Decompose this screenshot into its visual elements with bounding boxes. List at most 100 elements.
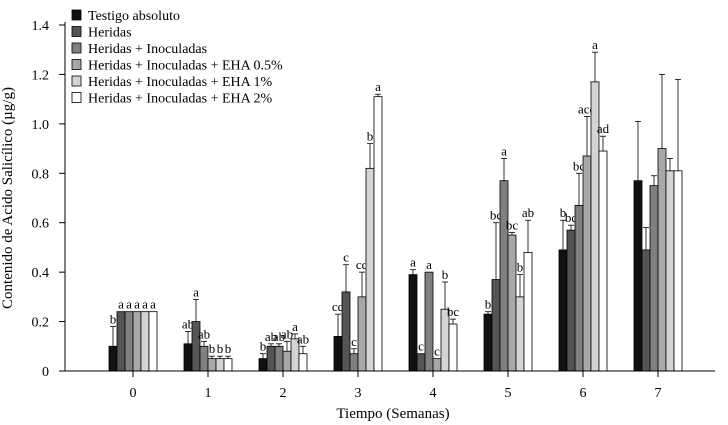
significance-letter: a xyxy=(118,297,124,312)
bar xyxy=(349,353,359,372)
significance-letter: c xyxy=(343,250,349,265)
bar xyxy=(215,358,225,372)
x-tick-label: 4 xyxy=(430,386,437,401)
legend-swatch xyxy=(71,42,82,54)
legend-swatch xyxy=(71,59,82,70)
significance-letter: ab xyxy=(522,205,534,220)
bar xyxy=(416,353,426,372)
bar xyxy=(282,350,292,372)
bar xyxy=(649,185,659,372)
significance-letter: a xyxy=(193,284,199,299)
significance-letter: a xyxy=(592,37,598,52)
y-tick-label: 0.4 xyxy=(32,266,50,281)
bar xyxy=(657,148,667,372)
bar xyxy=(566,229,576,372)
bar xyxy=(373,96,383,372)
bar xyxy=(574,205,584,372)
bar xyxy=(132,311,142,372)
y-tick-label: 0.6 xyxy=(32,217,50,232)
significance-letter: ad xyxy=(597,121,610,136)
significance-letter: a xyxy=(410,255,416,270)
bar xyxy=(207,358,217,372)
bar xyxy=(183,343,193,372)
legend-swatch xyxy=(71,26,82,37)
y-ticks: 0 0.2 0.4 0.6 0.8 1.0 1.2 1.4 xyxy=(32,19,65,380)
legend-label: Testigo absoluto xyxy=(88,9,180,24)
bar xyxy=(633,180,643,372)
significance-letter: a xyxy=(292,319,298,334)
legend-label: Heridas + Inoculadas + EHA 1% xyxy=(88,75,272,90)
bar xyxy=(598,150,608,372)
significance-letter: bc xyxy=(565,210,578,225)
bar xyxy=(258,358,268,372)
bar xyxy=(448,323,458,372)
bar xyxy=(274,345,284,372)
significance-letter: cd xyxy=(332,299,345,314)
significance-letter: b xyxy=(110,312,117,327)
significance-letter: bc xyxy=(573,158,586,173)
significance-letter: b xyxy=(517,260,524,275)
bar xyxy=(641,249,651,372)
significance-letter: cd xyxy=(356,257,369,272)
significance-letter: a xyxy=(426,257,432,272)
significance-letter: ab xyxy=(297,331,309,346)
x-tick-label: 3 xyxy=(355,386,362,401)
bar xyxy=(665,170,675,372)
bar-group-week-0: ba a a a a xyxy=(108,297,158,372)
x-tick-label: 7 xyxy=(655,386,662,401)
significance-letter: bc xyxy=(447,304,460,319)
legend-label: Heridas xyxy=(88,26,132,41)
legend-swatch xyxy=(71,9,82,21)
significance-letter: b xyxy=(217,341,224,356)
bar xyxy=(199,345,209,372)
bar xyxy=(108,345,118,372)
y-tick-label: 0.8 xyxy=(32,167,50,182)
bar xyxy=(507,234,517,372)
bar xyxy=(333,335,343,372)
x-axis-title: Tiempo (Semanas) xyxy=(336,406,449,422)
significance-letter: c xyxy=(434,344,440,359)
significance-letter: b xyxy=(367,129,374,144)
bar xyxy=(116,311,126,372)
y-axis-title: Contenido de Acido Salicílico (µg/g) xyxy=(0,87,16,309)
x-tick-label: 0 xyxy=(130,386,137,401)
bar xyxy=(408,274,418,372)
significance-letter: a xyxy=(142,297,148,312)
significance-letter: ab xyxy=(281,326,293,341)
x-tick-label: 6 xyxy=(580,386,587,401)
bar xyxy=(140,311,150,372)
significance-letter: b xyxy=(560,205,567,220)
significance-letter: a xyxy=(150,297,156,312)
legend-swatch xyxy=(71,92,82,103)
bar xyxy=(124,311,134,372)
significance-letter: ab xyxy=(182,316,194,331)
x-tick-label: 5 xyxy=(505,386,512,401)
bar xyxy=(266,345,276,372)
y-tick-label: 0 xyxy=(42,365,49,380)
bar xyxy=(558,249,568,372)
significance-letter: ab xyxy=(198,326,210,341)
significance-letter: b xyxy=(442,267,449,282)
bar xyxy=(483,313,493,372)
bar xyxy=(223,358,233,372)
bar-group-week-4: a c a c b bc xyxy=(408,255,460,372)
y-tick-label: 0.2 xyxy=(32,316,50,331)
legend-label: Heridas + Inoculadas xyxy=(88,42,207,57)
bar xyxy=(432,358,442,372)
significance-letter: b xyxy=(209,341,216,356)
bar xyxy=(523,251,533,372)
x-tick-label: 2 xyxy=(280,386,287,401)
bar xyxy=(357,296,367,372)
significance-letter: b xyxy=(485,297,492,312)
x-tick-label: 1 xyxy=(205,386,212,401)
significance-letter: bc xyxy=(490,208,503,223)
y-tick-label: 1.2 xyxy=(32,68,50,83)
y-tick-label: 1.4 xyxy=(32,19,50,34)
bar xyxy=(515,296,525,372)
significance-letter: a xyxy=(375,79,381,94)
